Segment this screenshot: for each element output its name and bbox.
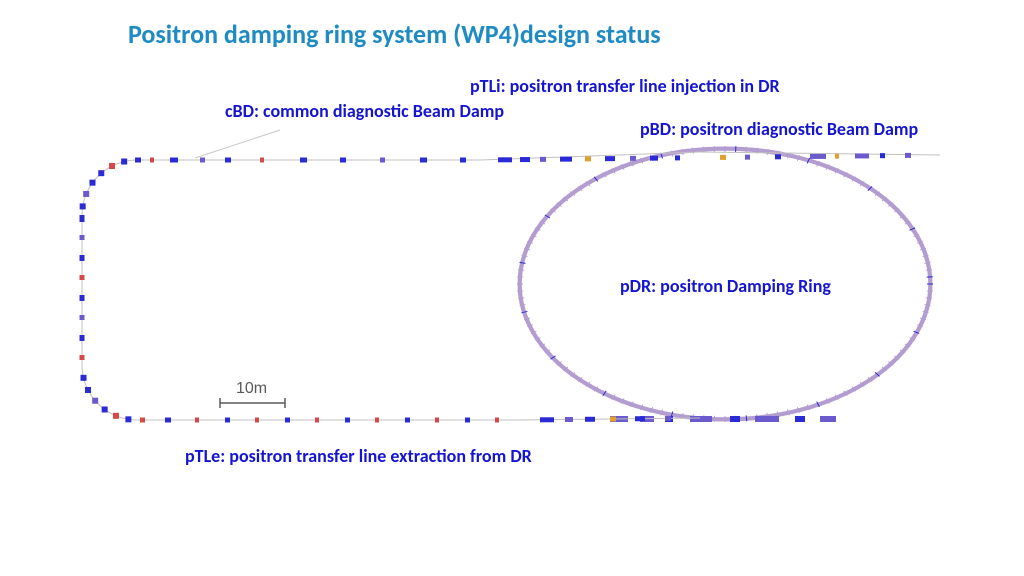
label-pdr: pDR: positron Damping Ring: [620, 275, 831, 297]
page-title: Positron damping ring system (WP4)design…: [128, 18, 661, 50]
scale-label: 10m: [236, 380, 267, 398]
label-ptle: pTLe: positron transfer line extraction …: [185, 445, 532, 467]
label-pbd: pBD: positron diagnostic Beam Damp: [640, 118, 918, 140]
label-ptli: pTLi: positron transfer line injection i…: [470, 75, 780, 97]
label-cbd: cBD: common diagnostic Beam Damp: [225, 100, 504, 122]
